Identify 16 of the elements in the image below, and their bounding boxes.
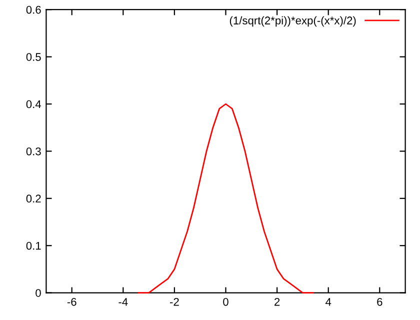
y-tick-label: 0.5 <box>26 53 41 61</box>
x-tick-label: 0 <box>223 298 228 306</box>
x-tick-label: -2 <box>170 298 179 306</box>
y-tick-label: 0 <box>36 289 41 297</box>
x-tick-label: 2 <box>274 298 280 306</box>
y-tick-label: 0.6 <box>26 6 41 14</box>
x-tick-label: 4 <box>326 298 332 306</box>
x-tick-label: 6 <box>377 298 382 306</box>
x-tick-label: -6 <box>67 298 76 306</box>
line-series <box>138 103 314 294</box>
legend-label: (1/sqrt(2*pi))*exp(-(x*x)/2) <box>230 16 356 27</box>
y-tick-label: 0.2 <box>26 194 41 203</box>
x-tick-label: -4 <box>118 298 128 306</box>
y-tick-label: 0.3 <box>26 147 41 156</box>
y-tick-label: 0.4 <box>26 100 42 108</box>
y-tick-label: 0.1 <box>26 242 41 250</box>
